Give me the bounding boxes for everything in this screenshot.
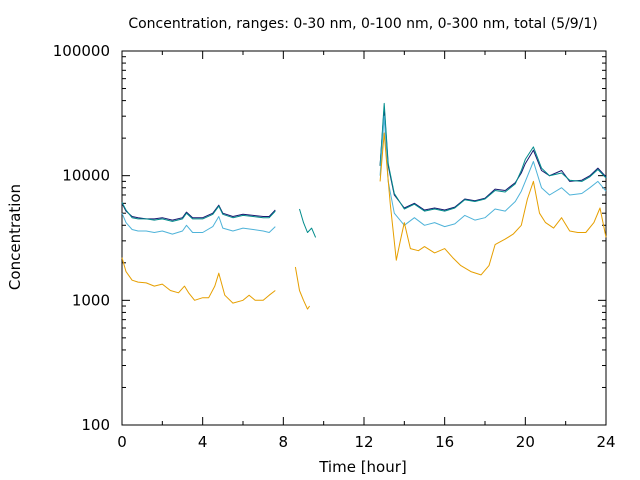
series-line-4 (121, 132, 607, 310)
plot-border (121, 50, 607, 426)
series-line-3 (121, 115, 607, 235)
chart-title: Concentration, ranges: 0-30 nm, 0-100 nm… (128, 16, 597, 32)
series-line-1 (121, 107, 607, 221)
series-line-2 (121, 102, 607, 238)
x-tick-label: 4 (198, 433, 208, 451)
x-tick-label: 0 (117, 433, 127, 451)
x-tick-label: 20 (516, 433, 535, 451)
x-tick-label: 16 (435, 433, 454, 451)
y-axis: 100 1000 10000 100000 (53, 42, 606, 434)
x-axis-title: Time [hour] (318, 458, 407, 476)
y-tick-label: 100 (81, 416, 110, 434)
y-axis-title: Concentration (6, 184, 24, 290)
x-axis: 0 4 8 12 16 20 24 (117, 51, 616, 451)
series-layer (121, 102, 607, 310)
y-tick-label: 100000 (53, 42, 110, 60)
plot-frame (121, 50, 607, 426)
x-tick-label: 24 (596, 433, 615, 451)
y-tick-label: 1000 (72, 291, 110, 309)
x-tick-label: 12 (354, 433, 373, 451)
y-tick-label: 10000 (62, 167, 110, 185)
x-tick-label: 8 (279, 433, 289, 451)
